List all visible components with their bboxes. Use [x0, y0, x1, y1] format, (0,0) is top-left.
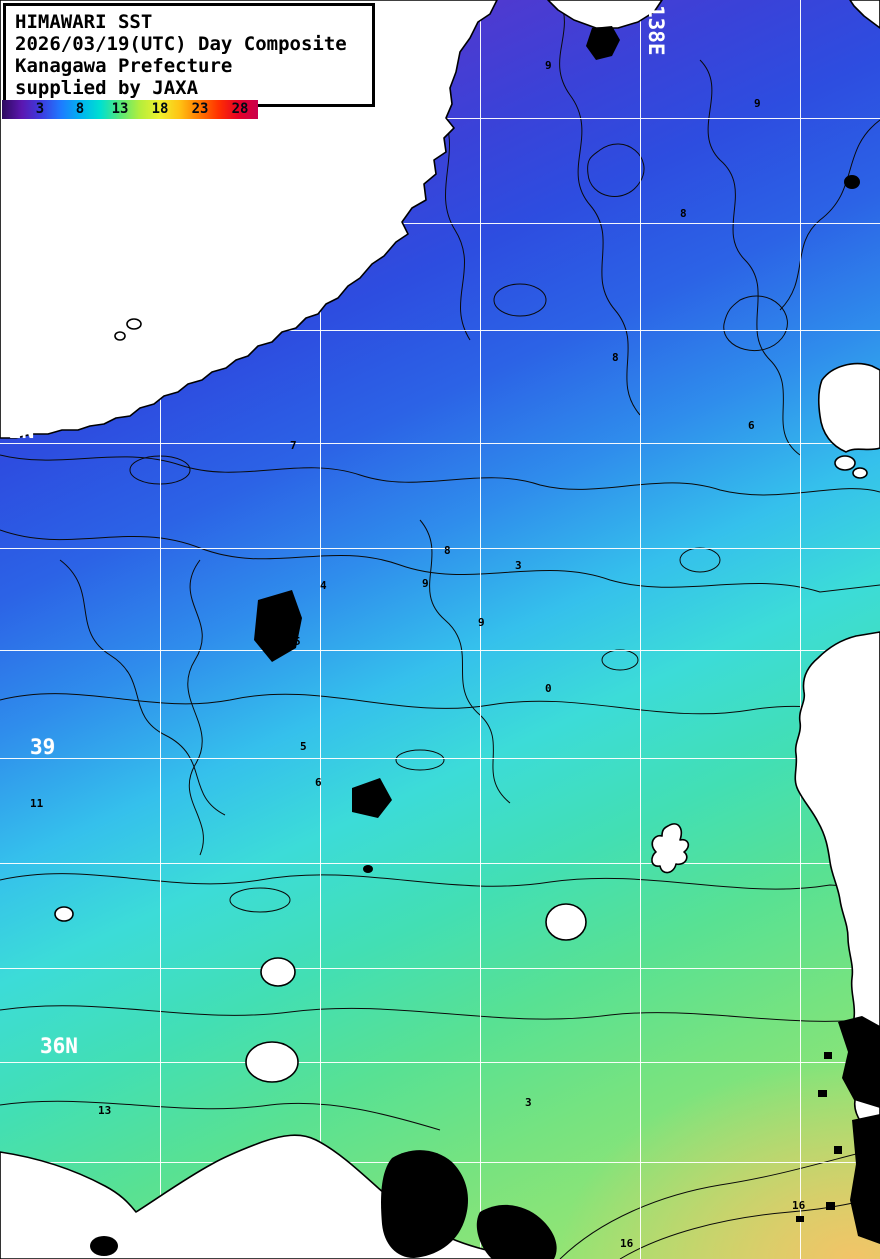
island-black-dot-1	[844, 175, 860, 189]
colorbar-tick: 18	[151, 101, 169, 117]
islet-white-4	[245, 1041, 299, 1083]
land-speckle-east-7	[796, 1216, 804, 1222]
gridline-horizontal	[0, 548, 880, 549]
colorbar: 3 8 13 18 23 28	[2, 100, 258, 119]
title-box: HIMAWARI SST 2026/03/19(UTC) Day Composi…	[3, 3, 375, 107]
gridline-vertical	[480, 0, 481, 1259]
lon-label: 138E	[644, 5, 668, 56]
title-attribution: supplied by JAXA	[15, 77, 199, 99]
gridline-vertical	[320, 0, 321, 1259]
contour-label: 13	[98, 1104, 112, 1117]
contour-label: 0	[545, 682, 552, 695]
colorbar-ticks: 3 8 13 18 23 28	[2, 100, 258, 119]
colorbar-tick: 13	[111, 101, 129, 117]
islet-white-5	[834, 455, 856, 471]
lat-label: 39	[30, 735, 56, 759]
contour-label: 16	[620, 1237, 634, 1250]
gridline-horizontal	[0, 758, 880, 759]
contour-label: 8	[680, 207, 687, 220]
contour-label: 3	[515, 559, 522, 572]
island-black-2	[352, 778, 392, 818]
contour-label: 6	[315, 776, 322, 789]
island-black-south-2	[476, 1204, 557, 1259]
gridline-horizontal	[0, 650, 880, 651]
colorbar-tick: 23	[191, 101, 209, 117]
gridline-horizontal	[0, 443, 880, 444]
island-black-dot-2	[363, 865, 373, 873]
land-speckle-east-1	[838, 1016, 880, 1108]
island-white-bird	[651, 823, 690, 874]
gridline-horizontal	[0, 968, 880, 969]
island-black-south-1	[381, 1150, 468, 1258]
islet-white-3	[54, 906, 74, 922]
title-product: HIMAWARI SST	[15, 11, 153, 33]
title-datetime: 2026/03/19(UTC) Day Composite	[15, 33, 347, 55]
contour-label: 5	[300, 740, 307, 753]
colorbar-tick: 3	[35, 101, 45, 117]
contour-label: 16	[792, 1199, 806, 1212]
colorbar-gradient	[2, 100, 258, 119]
gridline-horizontal	[0, 1062, 880, 1063]
islet-white-7	[126, 318, 142, 330]
lat-label: 36N	[40, 1034, 78, 1058]
islet-white-8	[114, 331, 126, 341]
gridline-vertical	[800, 0, 801, 1259]
contour-label: 9	[754, 97, 761, 110]
contour-label: 6	[748, 419, 755, 432]
land-east-peninsula	[817, 362, 880, 453]
contour-label: 3	[525, 1096, 532, 1109]
contour-label: 8	[612, 351, 619, 364]
contour-label: 8	[444, 544, 451, 557]
land-speckle-east-2	[850, 1114, 880, 1244]
gridline-horizontal	[0, 863, 880, 864]
land-speckle-east-5	[834, 1146, 842, 1154]
contour-label: 11	[30, 797, 44, 810]
island-black-top	[586, 26, 620, 60]
land-speckle-east-6	[826, 1202, 835, 1210]
colorbar-tick: 8	[75, 101, 85, 117]
island-black-izu	[254, 590, 302, 662]
islet-white-1	[260, 957, 296, 987]
colorbar-tick: 28	[231, 101, 249, 117]
contour-label: 4	[320, 579, 327, 592]
gridline-vertical	[160, 0, 161, 1259]
contour-label: 9	[422, 577, 429, 590]
islet-white-6	[852, 467, 868, 479]
gridline-horizontal	[0, 330, 880, 331]
land-top-right-corner	[849, 0, 880, 29]
contour-label: 7	[290, 439, 297, 452]
contour-label: 9	[478, 616, 485, 629]
contour-label: 5	[294, 635, 301, 648]
gridline-vertical	[640, 0, 641, 1259]
land-speckle-east-4	[818, 1090, 827, 1097]
gridline-horizontal	[0, 223, 880, 224]
contour-label: 9	[545, 59, 552, 72]
island-black-south-3	[90, 1236, 118, 1256]
title-region: Kanagawa Prefecture	[15, 55, 233, 77]
lat-label: 2N	[9, 419, 35, 443]
islet-white-2	[545, 903, 587, 941]
land-top-center	[547, 0, 663, 29]
land-speckle-east-3	[824, 1052, 832, 1059]
